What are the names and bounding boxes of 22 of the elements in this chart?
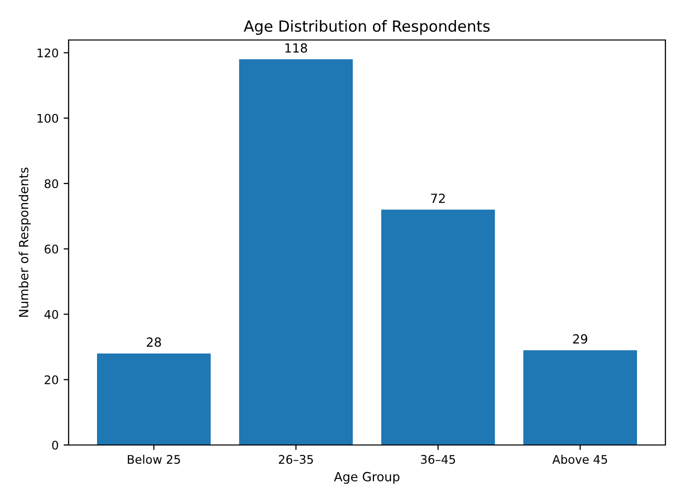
x-tick-label: 36–45	[420, 454, 455, 464]
data-label: 28	[146, 337, 161, 347]
bar	[97, 353, 211, 445]
data-label: 72	[431, 194, 445, 203]
bar	[381, 210, 495, 445]
x-tick-label: Below 25	[128, 454, 180, 464]
y-tick-label: 20	[44, 375, 58, 384]
data-label: 29	[573, 334, 588, 344]
y-tick-label: 0	[52, 440, 58, 450]
bar	[523, 350, 637, 445]
x-tick-label: 26–35	[278, 454, 313, 464]
chart-title: Age Distribution of Respondents	[244, 20, 490, 35]
y-tick-label: 100	[38, 114, 58, 123]
bar	[239, 59, 353, 445]
y-tick-label: 40	[44, 310, 58, 319]
x-tick-label: Above 45	[552, 454, 608, 464]
data-label: 118	[285, 43, 308, 53]
y-axis-title: Number of Respondents	[18, 168, 31, 317]
y-tick-label: 60	[44, 244, 58, 254]
y-tick-label: 120	[38, 48, 58, 58]
y-tick-label: 80	[44, 179, 58, 188]
x-axis-title: Age Group	[334, 472, 400, 484]
